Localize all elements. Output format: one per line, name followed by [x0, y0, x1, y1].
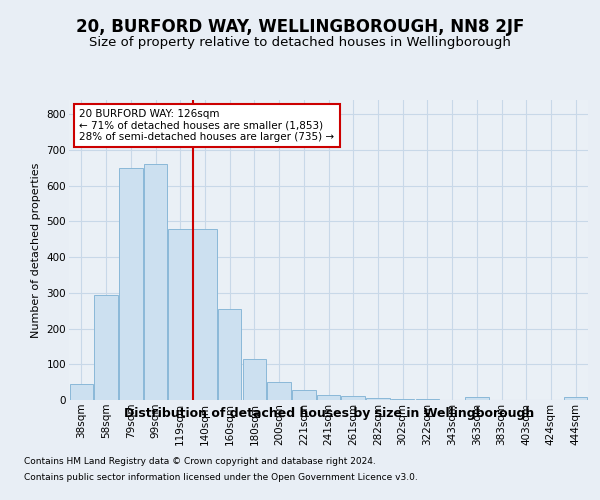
Bar	[292, 390, 316, 400]
Text: Distribution of detached houses by size in Wellingborough: Distribution of detached houses by size …	[124, 408, 534, 420]
Bar	[242, 359, 266, 400]
Bar	[119, 168, 143, 400]
Bar	[70, 384, 93, 400]
Text: Contains HM Land Registry data © Crown copyright and database right 2024.: Contains HM Land Registry data © Crown c…	[24, 458, 376, 466]
Bar	[341, 396, 365, 400]
Text: 20 BURFORD WAY: 126sqm
← 71% of detached houses are smaller (1,853)
28% of semi-: 20 BURFORD WAY: 126sqm ← 71% of detached…	[79, 109, 335, 142]
Bar	[366, 398, 389, 400]
Bar	[465, 397, 488, 400]
Text: 20, BURFORD WAY, WELLINGBOROUGH, NN8 2JF: 20, BURFORD WAY, WELLINGBOROUGH, NN8 2JF	[76, 18, 524, 36]
Bar	[144, 164, 167, 400]
Bar	[169, 230, 192, 400]
Bar	[391, 399, 415, 400]
Text: Contains public sector information licensed under the Open Government Licence v3: Contains public sector information licen…	[24, 472, 418, 482]
Bar	[193, 230, 217, 400]
Bar	[268, 382, 291, 400]
Bar	[564, 397, 587, 400]
Bar	[94, 294, 118, 400]
Bar	[317, 394, 340, 400]
Bar	[218, 309, 241, 400]
Y-axis label: Number of detached properties: Number of detached properties	[31, 162, 41, 338]
Text: Size of property relative to detached houses in Wellingborough: Size of property relative to detached ho…	[89, 36, 511, 49]
